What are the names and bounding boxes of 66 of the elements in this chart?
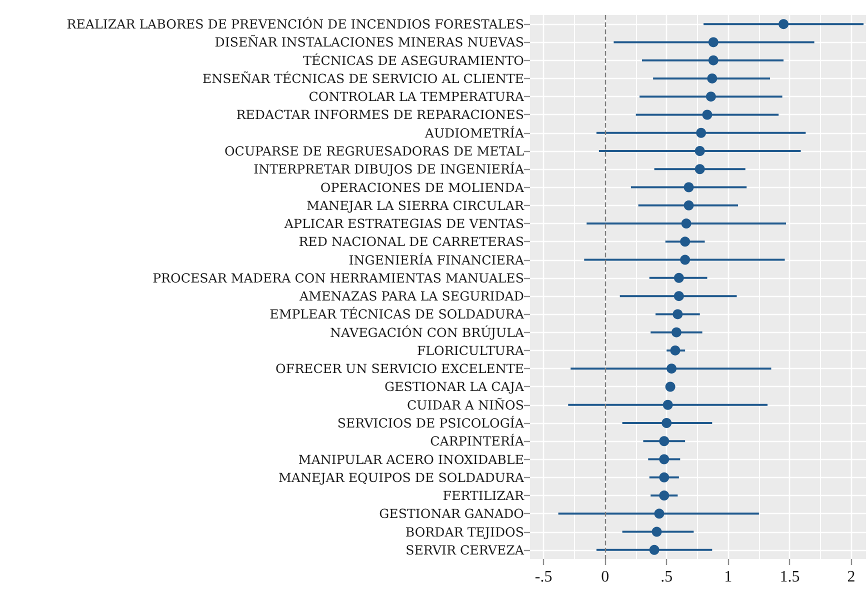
point <box>694 146 705 156</box>
x-tick-label: 1 <box>724 568 732 586</box>
x-tick-label: 1.5 <box>780 568 800 586</box>
point <box>674 291 684 302</box>
point <box>684 200 694 210</box>
y-tick-label: MANEJAR LA SIERRA CIRCULAR <box>306 198 525 213</box>
point <box>702 110 712 120</box>
point <box>652 526 662 537</box>
point <box>659 490 670 501</box>
point <box>708 55 718 66</box>
point <box>670 345 680 356</box>
y-tick-label: REALIZAR LABORES DE PREVENCIÓN DE INCENDIOS FORESTALES <box>66 16 524 32</box>
point <box>707 73 718 84</box>
y-tick-label: INTERPRETAR DIBUJOS DE INGENIERÍA <box>254 162 525 177</box>
y-tick-label: NAVEGACIÓN CON BRÚJULA <box>330 324 525 340</box>
y-tick-label: BORDAR TEJIDOS <box>405 524 524 540</box>
y-tick-label: REDACTAR INFORMES DE REPARACIONES <box>236 107 524 122</box>
point <box>684 182 694 192</box>
point <box>696 128 706 138</box>
y-tick-label: FLORICULTURA <box>416 342 525 358</box>
point <box>672 309 683 320</box>
x-tick-label: 0 <box>601 568 610 586</box>
point <box>778 19 789 30</box>
y-tick-label: EMPLEAR TÉCNICAS DE SOLDADURA <box>270 306 525 322</box>
y-tick-label: CONTROLAR LA TEMPERATURA <box>308 89 525 104</box>
point <box>659 472 670 482</box>
y-tick-label: OPERACIONES DE MOLIENDA <box>320 180 525 195</box>
y-tick-label: MANIPULAR ACERO INOXIDABLE <box>298 452 524 467</box>
y-tick-label: AMENAZAS PARA LA SEGURIDAD <box>298 288 524 304</box>
y-tick-label: AUDIOMETRÍA <box>424 125 525 140</box>
point <box>671 327 682 338</box>
y-tick-label: CARPINTERÍA <box>430 434 525 449</box>
point <box>666 364 677 374</box>
y-tick-label: ENSEÑAR TÉCNICAS DE SERVICIO AL CLIENTE <box>202 70 524 86</box>
y-tick-label: INGENIERÍA FINANCIERA <box>348 252 525 268</box>
point <box>708 37 718 48</box>
y-tick-label: PROCESAR MADERA CON HERRAMIENTAS MANUALES <box>152 270 524 286</box>
y-tick-label: SERVIR CERVEZA <box>406 542 525 558</box>
point <box>659 454 670 464</box>
y-tick-label: MANEJAR EQUIPOS DE SOLDADURA <box>278 470 525 485</box>
x-tick-label: -.5 <box>534 568 552 586</box>
point <box>680 236 690 247</box>
point <box>654 508 664 519</box>
y-tick-label: DISEÑAR INSTALACIONES MINERAS NUEVAS <box>214 34 524 50</box>
point <box>659 436 670 446</box>
x-tick-label: .5 <box>660 568 673 586</box>
point <box>662 400 673 410</box>
y-tick-label: FERTILIZAR <box>442 488 525 504</box>
y-tick-label: GESTIONAR GANADO <box>379 506 524 522</box>
y-tick-label: APLICAR ESTRATEGIAS DE VENTAS <box>283 216 524 232</box>
point <box>662 418 672 428</box>
point <box>665 382 676 392</box>
y-tick-label: GESTIONAR LA CAJA <box>384 379 525 394</box>
y-tick-label: CUIDAR A NIÑOS <box>407 397 524 412</box>
y-tick-label: TÉCNICAS DE ASEGURAMIENTO <box>303 52 524 68</box>
point <box>649 544 660 555</box>
point <box>706 92 716 102</box>
y-tick-label: OFRECER UN SERVICIO EXCELENTE <box>276 361 524 376</box>
point <box>681 218 692 229</box>
x-tick-label: 2 <box>847 568 856 586</box>
point <box>674 272 684 283</box>
y-tick-label: RED NACIONAL DE CARRETERAS <box>298 234 524 250</box>
y-tick-label: OCUPARSE DE REGRUESADORAS DE METAL <box>224 144 525 158</box>
point <box>680 254 690 265</box>
y-tick-label: SERVICIOS DE PSICOLOGÍA <box>337 416 525 430</box>
point <box>694 164 705 174</box>
